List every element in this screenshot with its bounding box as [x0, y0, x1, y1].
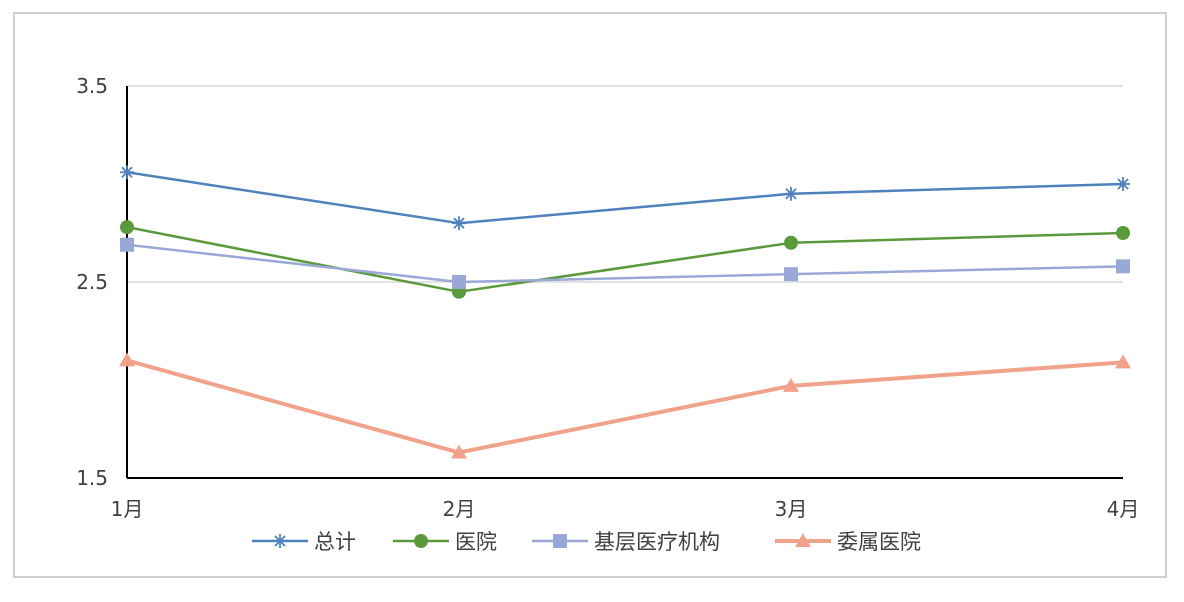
y-tick-labels: 1.5 2.5 3.5 — [76, 74, 108, 490]
data-point — [1116, 177, 1130, 191]
x-tick-label: 1月 — [111, 497, 144, 521]
x-tick-label: 4月 — [1107, 497, 1140, 521]
data-point — [784, 267, 798, 282]
gridlines — [127, 85, 1123, 283]
star-stroke — [121, 166, 133, 178]
data-point — [784, 235, 798, 250]
data-point — [1115, 354, 1131, 369]
data-point — [120, 165, 134, 180]
data-point — [120, 220, 134, 235]
legend-label: 基层医疗机构 — [594, 530, 720, 554]
x-tick-labels: 1月 2月 3月 4月 — [111, 497, 1140, 521]
y-tick-label: 1.5 — [76, 466, 108, 490]
x-tick-label: 3月 — [775, 497, 808, 521]
legend-marker — [273, 534, 287, 548]
legend-item: 医院 — [393, 530, 497, 554]
data-point — [451, 444, 467, 459]
legend-marker — [795, 533, 811, 547]
data-point — [1116, 226, 1130, 240]
legend-label: 委属医院 — [837, 530, 921, 554]
series-line — [126, 171, 1124, 225]
data-point — [783, 377, 799, 392]
series-基层医疗机构 — [120, 237, 1130, 289]
star-stroke — [785, 188, 797, 200]
legend-item: 总计 — [252, 530, 356, 554]
axes — [126, 86, 1123, 479]
series-line — [126, 243, 1124, 284]
y-tick-label: 2.5 — [76, 270, 108, 294]
x-tick-label: 2月 — [443, 497, 476, 521]
legend-marker — [414, 534, 428, 548]
legend-item: 基层医疗机构 — [532, 530, 720, 554]
data-point — [119, 352, 135, 367]
series-line — [126, 225, 1124, 294]
series-委属医院 — [119, 352, 1131, 459]
legend: 总计 医院 基层医疗机构 委属医院 — [252, 530, 921, 554]
star-stroke — [1117, 178, 1129, 190]
series-lines — [119, 165, 1131, 459]
data-point — [120, 237, 134, 252]
data-point — [1116, 259, 1130, 274]
data-point — [784, 186, 798, 201]
star-stroke — [453, 217, 465, 229]
star-stroke — [274, 535, 286, 547]
series-总计 — [120, 165, 1130, 231]
series-line — [126, 358, 1124, 455]
legend-label: 总计 — [314, 530, 356, 554]
y-tick-label: 3.5 — [76, 74, 108, 98]
data-point — [452, 275, 466, 289]
chart-frame — [13, 12, 1167, 578]
data-point — [452, 216, 466, 231]
legend-marker — [553, 534, 567, 548]
legend-label: 医院 — [455, 530, 497, 554]
legend-item: 委属医院 — [775, 530, 921, 554]
